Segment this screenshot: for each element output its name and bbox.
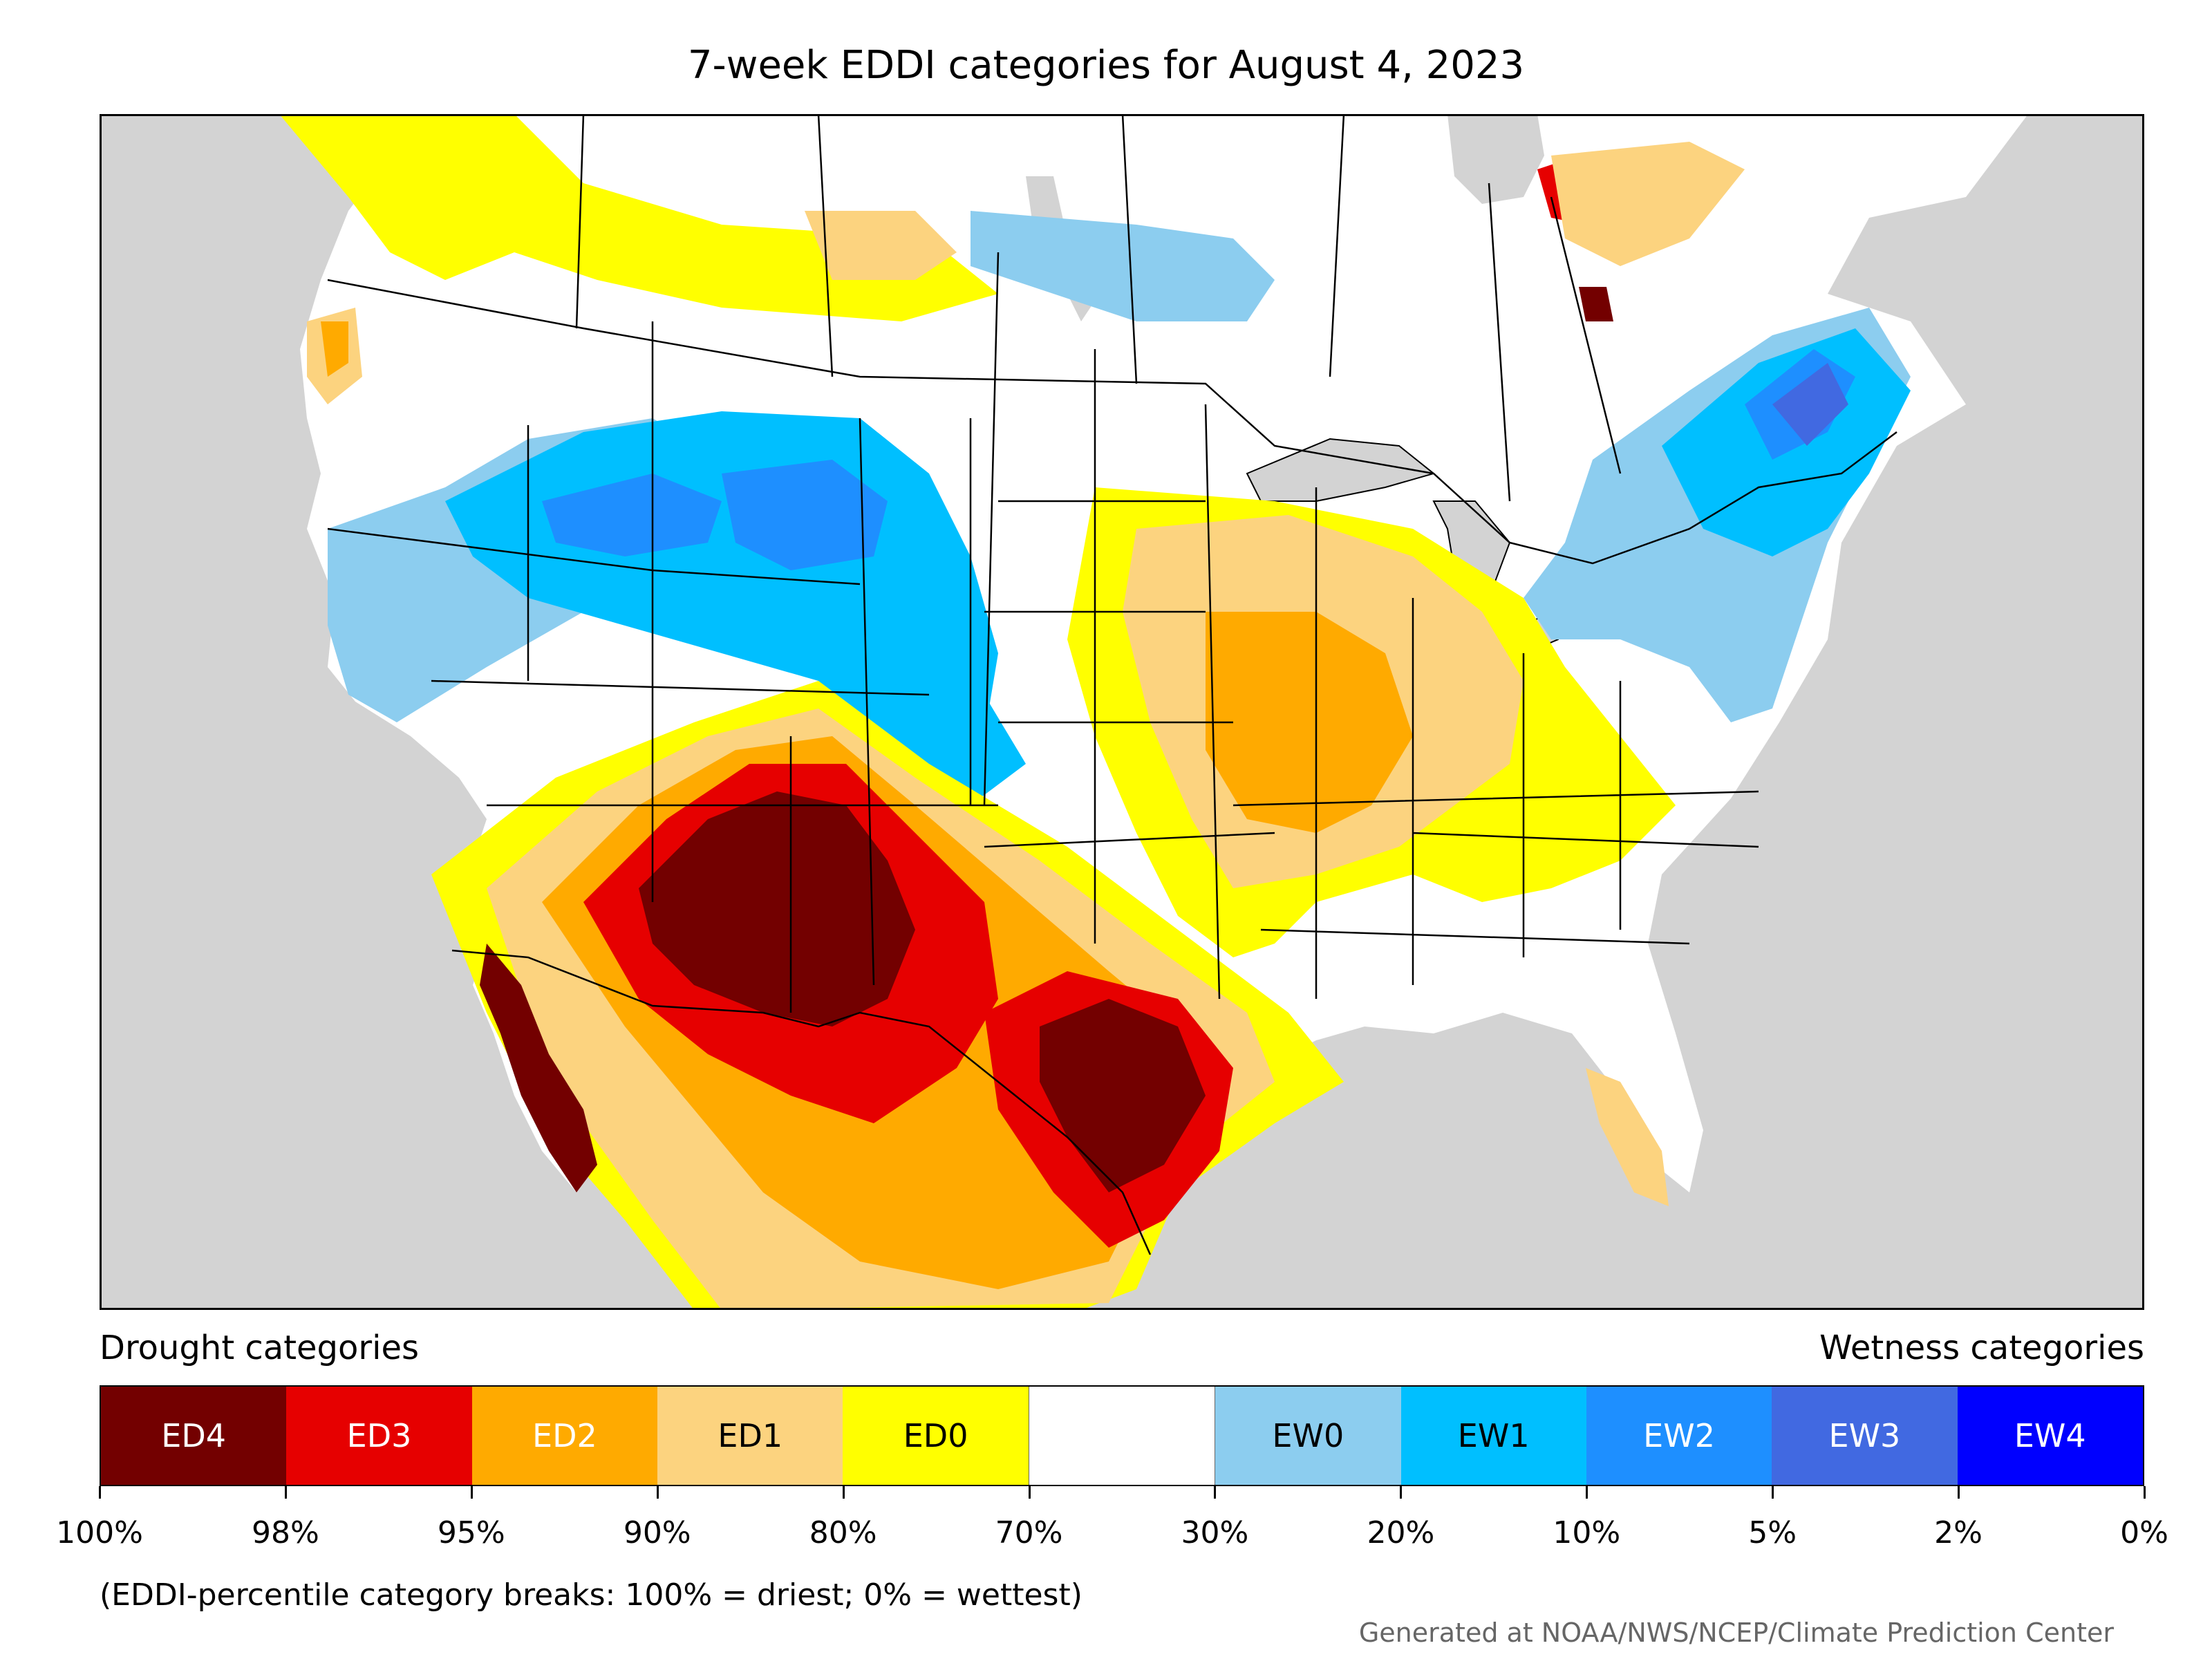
drought-categories-label: Drought categories	[100, 1329, 419, 1367]
tick-label: 30%	[1181, 1515, 1249, 1550]
category-ew3: EW3	[1772, 1387, 1958, 1485]
political-boundaries	[327, 114, 1897, 1255]
us-mexico-border	[451, 949, 1152, 1255]
tick-mark	[2144, 1486, 2146, 1499]
state-lines-central	[983, 252, 1275, 1000]
category-ew4: EW4	[1957, 1387, 2143, 1485]
tick-label: 10%	[1553, 1515, 1621, 1550]
wetness-regions	[328, 211, 1911, 805]
credit-text: Generated at NOAA/NWS/NCEP/Climate Predi…	[1358, 1618, 2114, 1648]
ew0-great-plains-north	[971, 211, 1275, 321]
category-ed1: ED1	[657, 1387, 843, 1485]
tick-mark	[1214, 1486, 1217, 1499]
map-title: 7-week EDDI categories for August 4, 202…	[687, 43, 1525, 88]
category-ew0: EW0	[1215, 1387, 1401, 1485]
tick-label: 2%	[1934, 1515, 1983, 1550]
ed4-baja	[480, 944, 597, 1192]
ed4-quebec	[1579, 287, 1613, 321]
tick-mark	[1028, 1486, 1031, 1499]
canada-province-lines	[575, 114, 1622, 502]
ed2-oregon	[321, 321, 348, 377]
tick-label: 80%	[809, 1515, 877, 1550]
map-frame	[100, 114, 2144, 1310]
ed4-texas	[1040, 999, 1206, 1192]
tick-mark	[842, 1486, 845, 1499]
ed1-quebec	[1551, 142, 1745, 266]
tick-label: 70%	[995, 1515, 1063, 1550]
state-lines-east	[1232, 487, 1759, 999]
ed1-north-central	[805, 211, 957, 280]
category-breaks-note: (EDDI-percentile category breaks: 100% =…	[100, 1577, 1082, 1613]
tick-mark	[284, 1486, 287, 1499]
tick-mark	[470, 1486, 473, 1499]
tick-mark	[1400, 1486, 1403, 1499]
ew2-wyoming-east	[722, 460, 888, 570]
category-neutral	[1028, 1387, 1215, 1485]
tick-label: 100%	[56, 1515, 143, 1550]
hudson-bay	[1447, 114, 1544, 204]
eddi-map	[100, 114, 2144, 1310]
tick-label: 98%	[252, 1515, 319, 1550]
category-ed4: ED4	[101, 1387, 287, 1485]
category-ed3: ED3	[286, 1387, 472, 1485]
wetness-categories-label: Wetness categories	[1819, 1329, 2144, 1367]
category-ew1: EW1	[1400, 1387, 1586, 1485]
tick-label: 5%	[1748, 1515, 1797, 1550]
tick-label: 20%	[1367, 1515, 1435, 1550]
ew3-quebec	[1772, 363, 1848, 446]
tick-mark	[1958, 1486, 1960, 1499]
percentile-ticks: 100% 98% 95% 90% 80% 70% 30% 20% 10% 5% 2% 0%	[56, 1486, 2168, 1569]
tick-mark	[1772, 1486, 1774, 1499]
category-colorbar: ED4 ED3 ED2 ED1 ED0 EW0 EW1 EW2 EW3 EW4	[100, 1385, 2144, 1486]
state-lines-west	[327, 321, 998, 1013]
ew2-wyoming	[542, 474, 722, 556]
us-canada-border	[327, 279, 1897, 565]
category-ed0: ED0	[843, 1387, 1029, 1485]
ed1-florida	[1586, 1068, 1669, 1206]
tick-label: 0%	[2120, 1515, 2168, 1550]
tick-label: 90%	[623, 1515, 691, 1550]
category-ew2: EW2	[1586, 1387, 1772, 1485]
ed4-four-corners	[639, 791, 915, 1027]
ed0-north-central	[279, 114, 998, 321]
tick-mark	[1586, 1486, 1588, 1499]
ed2-midwest	[1206, 612, 1413, 833]
tick-mark	[656, 1486, 659, 1499]
drought-regions	[279, 114, 1745, 1310]
category-ed2: ED2	[471, 1387, 658, 1485]
tick-mark	[99, 1486, 101, 1499]
tick-label: 95%	[437, 1515, 505, 1550]
